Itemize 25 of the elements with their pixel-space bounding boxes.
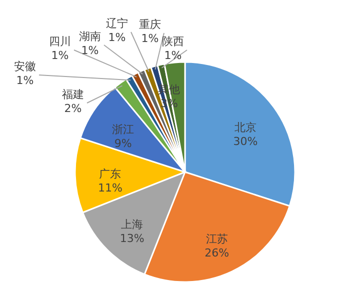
slice-label: 辽宁 bbox=[106, 17, 128, 30]
data-label: 13% bbox=[120, 232, 144, 245]
data-label: 1% bbox=[51, 49, 69, 62]
data-label: 30% bbox=[233, 135, 258, 148]
slice-label: 江苏 bbox=[206, 232, 228, 246]
slice-label: 湖南 bbox=[79, 30, 101, 43]
data-label: 1% bbox=[16, 74, 34, 87]
slice-label: 上海 bbox=[121, 218, 144, 231]
slice-label: 福建 bbox=[62, 88, 84, 101]
data-label: 26% bbox=[204, 246, 230, 260]
data-label: 1% bbox=[164, 49, 182, 62]
data-label: 1% bbox=[108, 31, 126, 44]
data-label: 3% bbox=[160, 96, 178, 110]
slice-label: 安徽 bbox=[14, 60, 36, 73]
data-label: 1% bbox=[81, 44, 99, 57]
slice-label: 陕西 bbox=[162, 35, 184, 48]
slice-label: 四川 bbox=[49, 35, 71, 48]
slice-label: 广东 bbox=[99, 167, 122, 180]
slice-label: 北京 bbox=[234, 121, 257, 134]
data-label: 2% bbox=[64, 102, 82, 115]
slice-label: 浙江 bbox=[112, 122, 134, 136]
data-label: 11% bbox=[98, 181, 122, 194]
data-label: 9% bbox=[114, 136, 132, 150]
data-label: 1% bbox=[141, 32, 159, 45]
slice-label: 重庆 bbox=[139, 18, 161, 31]
